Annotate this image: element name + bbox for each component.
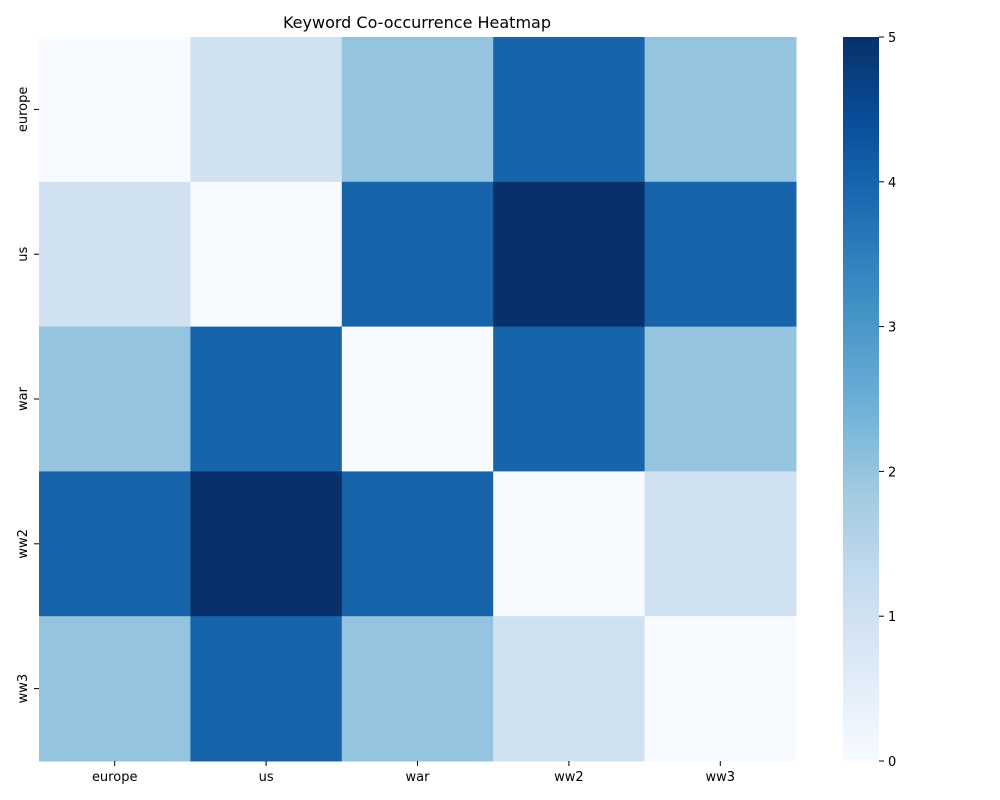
heatmap-cell-war-us	[190, 326, 343, 472]
colorbar	[843, 37, 879, 761]
y-tick-label-ww3: ww3	[16, 674, 31, 704]
heatmap-cell-europe-war	[341, 37, 494, 183]
heatmap-cell-us-ww3	[644, 181, 797, 328]
x-tick-label-europe: europe	[92, 770, 138, 785]
y-tick-label-war: war	[16, 386, 31, 411]
colorbar-axis: 0 1 2 3 4 5	[879, 31, 896, 770]
y-tick-label-us: us	[16, 246, 31, 261]
heatmap-cell-ww3-ww3	[644, 616, 797, 762]
heatmap-cell-ww3-war	[341, 616, 494, 762]
heatmap-cell-ww2-us	[190, 471, 343, 617]
x-tick-label-ww3: ww3	[706, 770, 736, 785]
heatmap-cell-war-europe	[39, 326, 191, 472]
heatmap-cell-europe-europe	[39, 37, 191, 183]
heatmap-cell-ww2-europe	[39, 471, 191, 617]
x-tick-label-ww2: ww2	[554, 770, 584, 785]
heatmap-cell-war-ww3	[644, 326, 797, 472]
colorbar-tick-label-3: 3	[888, 321, 896, 336]
y-tick-label-europe: europe	[16, 87, 31, 133]
y-tick-label-ww2: ww2	[16, 529, 31, 559]
heatmap-cell-europe-us	[190, 37, 343, 183]
heatmap-cell-war-ww2	[493, 326, 646, 472]
heatmap-cell-ww2-ww2	[493, 471, 646, 617]
heatmap-cell-ww3-us	[190, 616, 343, 762]
heatmap-cells	[39, 37, 797, 762]
colorbar-tick-label-1: 1	[888, 610, 896, 625]
heatmap-cell-us-ww2	[493, 181, 646, 328]
heatmap-cell-us-us	[190, 181, 343, 328]
heatmap-cell-us-europe	[39, 181, 191, 328]
heatmap-cell-europe-ww2	[493, 37, 646, 183]
heatmap-cell-ww2-ww3	[644, 471, 797, 617]
colorbar-tick-label-2: 2	[888, 465, 896, 480]
colorbar-tick-label-5: 5	[888, 31, 896, 46]
colorbar-tick-label-4: 4	[888, 176, 896, 191]
y-axis: europe us war ww2 ww3	[16, 87, 39, 704]
x-tick-label-us: us	[259, 770, 274, 785]
x-axis: europe us war ww2 ww3	[92, 761, 735, 785]
heatmap-cell-us-war	[341, 181, 494, 328]
x-tick-label-war: war	[406, 770, 431, 785]
heatmap-cell-ww3-europe	[39, 616, 191, 762]
chart-title: Keyword Co-occurrence Heatmap	[283, 13, 551, 32]
heatmap-cell-europe-ww3	[644, 37, 797, 183]
heatmap-cell-war-war	[341, 326, 494, 472]
heatmap-cell-ww3-ww2	[493, 616, 646, 762]
colorbar-tick-label-0: 0	[888, 755, 896, 770]
heatmap-cell-ww2-war	[341, 471, 494, 617]
